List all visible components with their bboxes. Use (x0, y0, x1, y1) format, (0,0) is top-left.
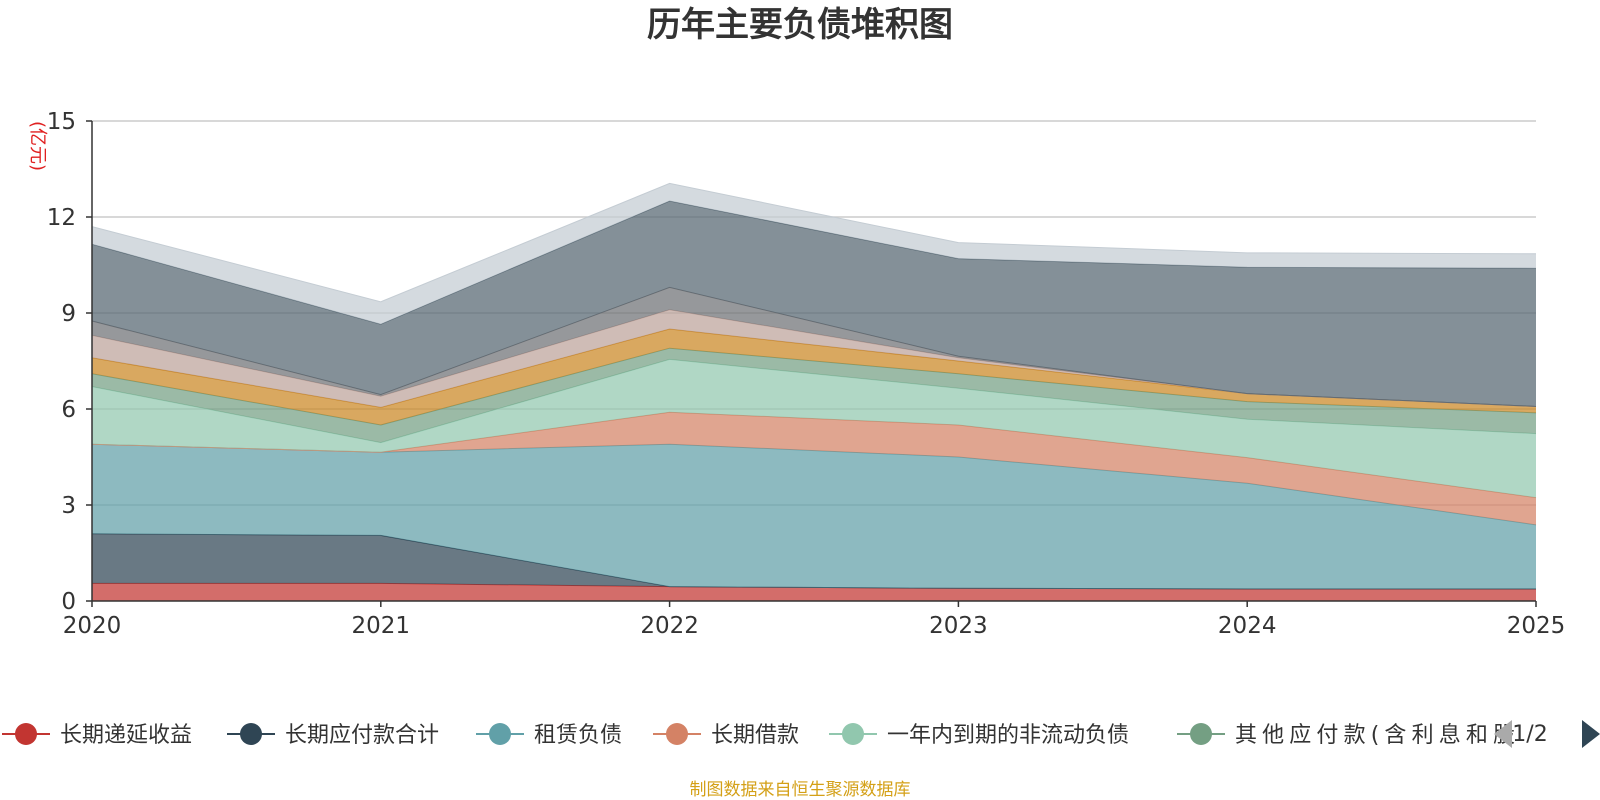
area-series-line-11 (91, 182, 1537, 303)
x-tick-label: 2025 (1507, 613, 1566, 639)
legend-marker-icon (15, 723, 37, 745)
legend-marker-icon (842, 723, 864, 745)
data-source-note: 制图数据来自恒生聚源数据库 (690, 780, 911, 800)
chart-title: 历年主要负债堆积图 (647, 5, 953, 45)
area-series-6 (92, 348, 1536, 443)
legend-marker-icon (666, 723, 688, 745)
legend-marker-icon (1190, 723, 1212, 745)
area-series (91, 182, 1537, 601)
legend-item-5[interactable]: 一年内到期的非流动负债 (829, 723, 1129, 748)
x-tick-label: 2023 (929, 613, 988, 639)
legend-item-6[interactable]: 其他应付款(含利息和股 (1177, 723, 1515, 748)
area-series-11 (92, 183, 1536, 325)
area-series-4 (92, 412, 1536, 525)
x-tick-label: 2024 (1218, 613, 1277, 639)
legend-item-3[interactable]: 租赁负债 (476, 723, 622, 748)
area-series-5 (92, 359, 1536, 498)
legend-prev-page-icon[interactable] (1494, 720, 1512, 748)
legend-label: 长期递延收益 (60, 723, 192, 748)
y-tick-label: 9 (61, 301, 76, 327)
legend-label: 租赁负债 (534, 723, 622, 748)
y-tick-label: 0 (61, 589, 76, 615)
x-tick-label: 2021 (352, 613, 411, 639)
area-series-10 (92, 201, 1536, 407)
legend-page-indicator: 1/2 (1512, 722, 1547, 747)
area-series-8 (92, 309, 1536, 408)
y-tick-label: 3 (61, 493, 76, 519)
legend-marker-icon (240, 723, 262, 745)
area-series-7 (92, 329, 1536, 425)
area-series-3 (92, 444, 1536, 589)
y-axis-unit: (亿元) (27, 121, 48, 171)
y-tick-label: 12 (47, 205, 76, 231)
legend-label: 长期借款 (711, 723, 799, 748)
y-tick-label: 6 (61, 397, 76, 423)
legend-label: 其他应付款(含利息和股 (1235, 723, 1515, 748)
x-tick-label: 2020 (63, 613, 122, 639)
legend-next-page-icon[interactable] (1582, 720, 1600, 748)
axes: 0 3 6 9 12 15 2020 2021 2022 2023 2024 2025 (47, 109, 1566, 639)
legend-label: 一年内到期的非流动负债 (887, 723, 1129, 748)
area-series-2 (92, 533, 1536, 589)
legend-marker-icon (489, 723, 511, 745)
legend-label: 长期应付款合计 (285, 723, 439, 748)
y-tick-label: 15 (47, 109, 76, 135)
legend: 长期递延收益 长期应付款合计 租赁负债 长期借款 一年内到期的非流动负债 其他应付款(含利… (2, 720, 1600, 748)
legend-item-4[interactable]: 长期借款 (653, 723, 799, 748)
legend-item-2[interactable]: 长期应付款合计 (227, 723, 439, 748)
area-series-1 (92, 583, 1536, 601)
x-tick-label: 2022 (640, 613, 699, 639)
legend-item-1[interactable]: 长期递延收益 (2, 723, 192, 748)
